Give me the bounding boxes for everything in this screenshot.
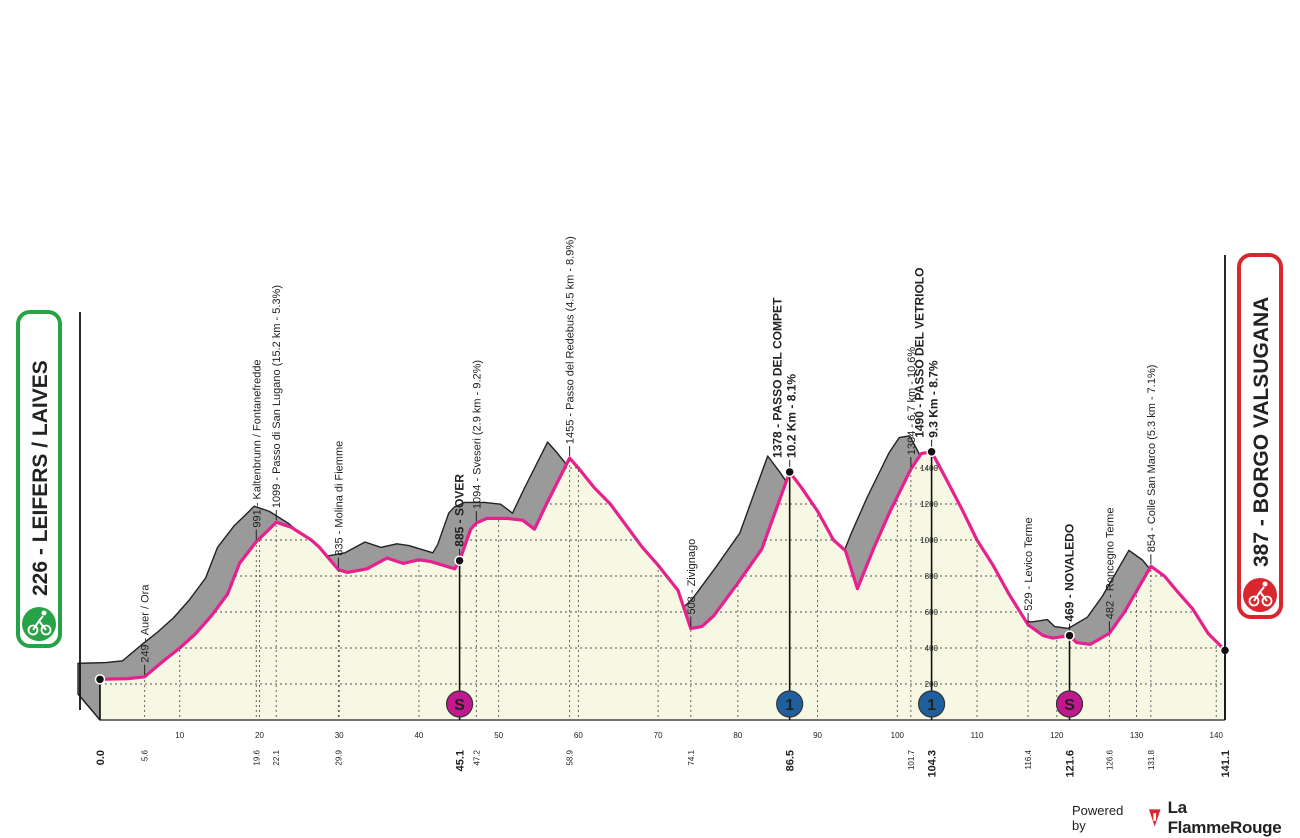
profile-line [98,450,1227,681]
x-tick-label: 30 [335,731,344,740]
waypoint-label: 469 - NOVALEDO [1063,524,1077,622]
flamme-rouge-logo-icon [1149,809,1161,827]
start-finish-banners: 226 - LEIFERS / LAIVES 387 - BORGO VALSUG… [16,253,1283,720]
y-tick-label: 800 [925,572,939,581]
waypoint-label: 482 - Roncegno Terme [1104,508,1116,620]
km-label: 45.1 [455,750,467,771]
waypoint-label: 1099 - Passo di San Lugano (15.2 km - 5.… [271,285,283,508]
waypoint-label: 854 - Colle San Marco (5.3 km - 7.1%) [1146,365,1158,553]
x-tick-label: 140 [1210,731,1224,740]
km-label: 131.8 [1147,749,1156,770]
profile-fill [100,451,1225,720]
y-tick-label: 1200 [920,500,938,509]
cyclist-wheel [40,624,52,636]
x-tick-label: 90 [813,731,822,740]
y-tick-label: 400 [925,644,939,653]
x-tick-label: 20 [255,731,264,740]
marker-label: S [1064,697,1075,714]
cyclist-head [41,610,47,616]
waypoint-label: 835 - Molina di Fiemme [333,441,345,556]
marker-label: S [454,697,465,714]
waypoint-label: 885 - SOVER [453,474,467,547]
finish-banner-label: 387 - BORGO VALSUGANA [1250,297,1273,567]
km-label: 141.1 [1220,750,1232,778]
key-point-dot [454,555,465,566]
x-tick-label: 130 [1130,731,1144,740]
x-tick-label: 10 [175,731,184,740]
km-label: 29.9 [334,749,343,765]
waypoint-label: 1394 - 6.7 km - 10.6% [906,347,918,455]
waypoint-label: 249 - Auer / Ora [140,584,152,663]
km-label: 101.7 [907,749,916,770]
km-label: 104.3 [927,750,939,778]
x-tick-label: 50 [494,731,503,740]
elevation-profile-layer [98,450,1227,720]
climb-cat1-marker-icon [776,690,804,718]
km-label: 0.0 [95,750,107,765]
km-label: 116.4 [1024,749,1033,769]
powered-by-brand: Powered by La FlammeRouge [1072,798,1300,838]
profile-shadow-edge [77,693,101,721]
start-banner [16,310,62,648]
cyclist-wheel [1248,595,1260,607]
km-label: 121.6 [1065,750,1077,778]
cyclist-icon [1243,578,1277,612]
x-tick-label: 40 [414,731,423,740]
x-tick-label: 120 [1050,731,1064,740]
km-label: 47.2 [472,749,481,765]
cyclist-wheel [27,624,39,636]
waypoint-label-detail: 10.2 Km - 8.1% [785,374,799,458]
x-tick-label: 80 [733,731,742,740]
km-label: 86.5 [785,750,797,771]
powered-by-label: Powered by [1072,803,1124,833]
y-tick-label: 200 [925,680,939,689]
category-markers: S 1 1 S [445,690,1084,718]
key-point-dot [926,446,937,458]
sprint-marker-icon [1055,690,1084,718]
x-tick-label: 70 [654,731,663,740]
cyclist-body [32,615,47,631]
cyclist-wheel [1261,595,1273,607]
waypoint-label-detail: 9.3 Km - 8.7% [927,360,941,438]
key-point-dot [784,466,795,478]
waypoint-label: 529 - Levico Terme [1023,517,1035,610]
km-label: 58.9 [566,749,575,765]
y-tick-label: 1000 [920,536,938,545]
x-tick-label: 110 [971,731,984,740]
climb-cat1-marker-icon [917,690,946,718]
x-axis: 10 20 30 40 50 60 70 80 90 100 110 120 130 140 0.0 5.6 1… [95,451,1232,778]
km-label: 74.1 [687,749,696,765]
x-tick-label: 100 [891,731,905,740]
cyclist-icon [22,607,56,641]
waypoint-label: 508 - Zivignago [686,539,698,615]
km-label: 22.1 [272,749,281,765]
cyclist-head [1262,581,1268,587]
marker-label: 1 [785,697,794,714]
cyclist-body [1253,586,1268,602]
waypoint-label: 1490 - PASSO DEL VETRIOLO [913,268,927,438]
waypoint-labels: 249 - Auer / Ora 991 - Kaltenbrunn / Font… [94,236,1231,685]
y-axis-ticks: 200 400 600 800 1000 1200 1400 [920,464,938,689]
km-label: 19.6 [252,749,261,765]
km-label: 5.6 [141,749,150,761]
x-tick-label: 60 [574,731,583,740]
sprint-marker-icon [445,690,474,718]
brand-name: La FlammeRouge [1167,798,1282,837]
waypoint-label: 1378 - PASSO DEL COMPET [771,297,785,458]
start-banner-label: 226 - LEIFERS / LAIVES [29,360,52,596]
key-point-dot [94,674,106,685]
km-label: 126.6 [1105,749,1114,770]
marker-label: 1 [927,697,936,714]
finish-banner [1237,253,1283,619]
key-point-dot [1064,630,1075,641]
waypoint-label: 1455 - Passo del Redebus (4.5 km - 8.9%) [565,236,577,444]
waypoint-label: 1094 - Sveseri (2.9 km - 9.2%) [471,360,483,509]
y-tick-label: 600 [925,608,939,617]
y-tick-label: 1400 [920,464,938,473]
waypoint-label: 991 - Kaltenbrunn / Fontanefredde [251,359,263,527]
